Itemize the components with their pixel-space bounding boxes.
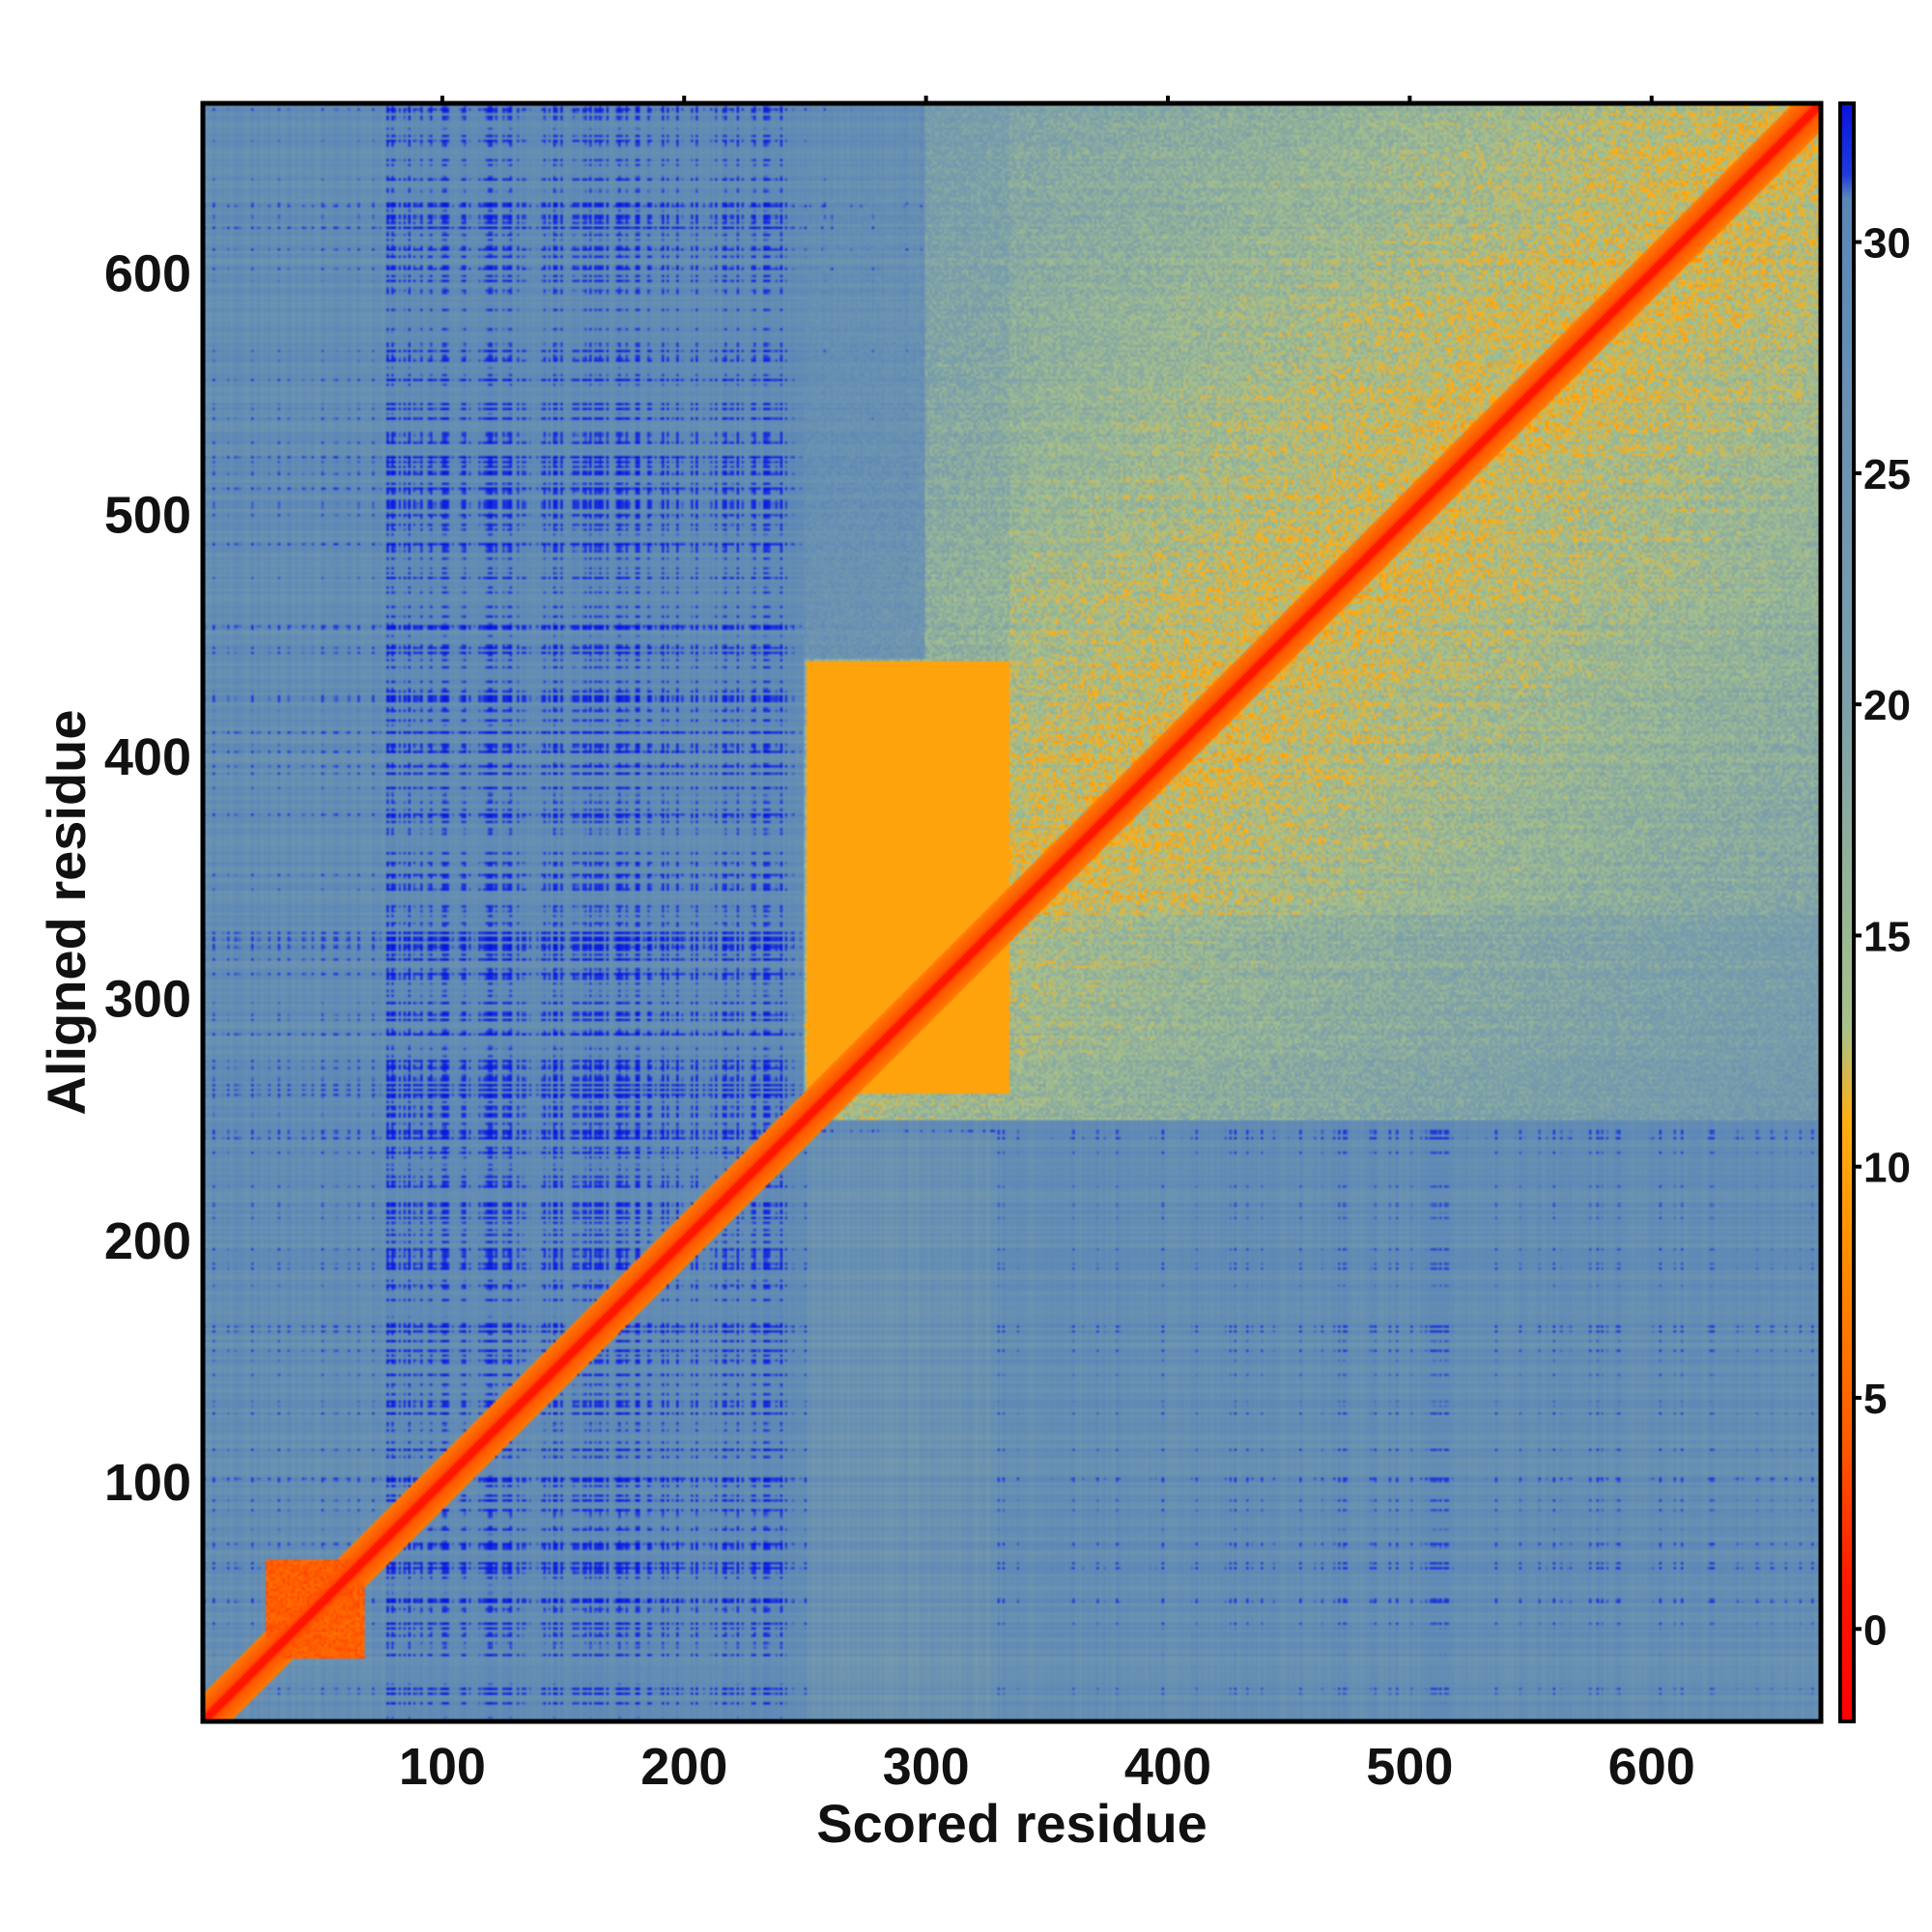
y-tick-label: 200	[104, 1212, 191, 1270]
x-tick-label: 500	[1366, 1738, 1453, 1796]
plot-frame	[200, 100, 1824, 1724]
x-tick-label: 200	[640, 1738, 727, 1796]
x-axis-title: Scored residue	[816, 1793, 1208, 1854]
colorbar: 0 5 10 15 20 25 30	[1838, 101, 1911, 1723]
colorbar-tick-label: 25	[1863, 451, 1911, 498]
colorbar-tick-label: 0	[1863, 1606, 1887, 1654]
y-axis-ticks: 100 200 300 400 500 600	[104, 244, 191, 1512]
colorbar-tick-label: 15	[1863, 913, 1911, 960]
x-tick-label: 400	[1124, 1738, 1211, 1796]
x-tick-label: 300	[883, 1738, 970, 1796]
y-tick-label: 600	[104, 244, 191, 302]
y-tick-label: 400	[104, 728, 191, 786]
y-tick-label: 100	[104, 1454, 191, 1512]
y-tick-label: 300	[104, 970, 191, 1028]
x-tick-label: 100	[399, 1738, 486, 1796]
x-axis-ticks: 100 200 300 400 500 600	[399, 96, 1695, 1796]
colorbar-frame	[1838, 101, 1856, 1723]
colorbar-tick-label: 30	[1863, 220, 1911, 268]
colorbar-tick-label: 5	[1863, 1376, 1887, 1423]
colorbar-tick-label: 20	[1863, 682, 1911, 729]
colorbar-ticks: 0 5 10 15 20 25 30	[1854, 220, 1911, 1654]
y-axis-title: Aligned residue	[36, 709, 97, 1115]
heatmap-image	[203, 103, 1821, 1721]
x-tick-label: 600	[1608, 1738, 1695, 1796]
colorbar-tick-label: 10	[1863, 1145, 1911, 1192]
colorbar-gradient	[1840, 103, 1854, 1721]
y-tick-label: 500	[104, 487, 191, 545]
heatmap-layer	[203, 103, 1821, 1721]
